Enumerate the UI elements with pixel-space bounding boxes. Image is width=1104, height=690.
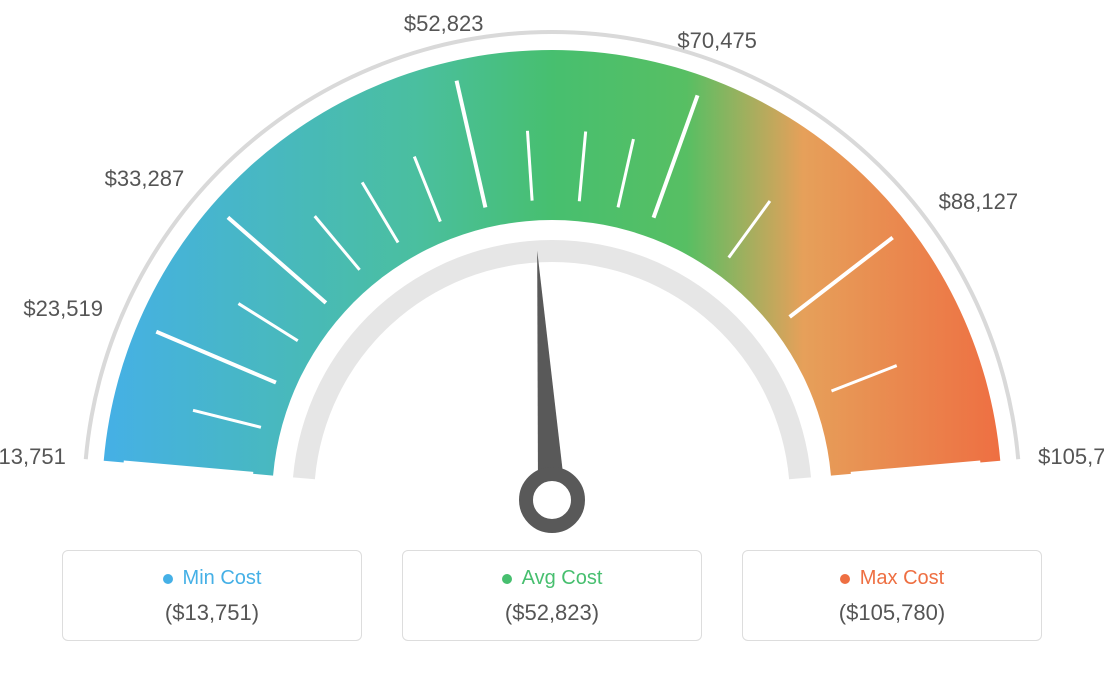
legend-card-max: Max Cost ($105,780) <box>742 550 1042 641</box>
gauge-needle <box>537 250 566 500</box>
gauge-tick-label: $105,780 <box>1038 444 1104 470</box>
legend-value-max: ($105,780) <box>743 600 1041 626</box>
gauge-svg <box>0 0 1104 540</box>
gauge-tick-label: $70,475 <box>677 28 757 54</box>
legend-label-min: Min Cost <box>183 567 262 590</box>
gauge-hub <box>526 474 578 526</box>
gauge-tick-label: $52,823 <box>404 11 484 37</box>
legend-value-avg: ($52,823) <box>403 600 701 626</box>
legend-value-min: ($13,751) <box>63 600 361 626</box>
legend-card-min: Min Cost ($13,751) <box>62 550 362 641</box>
legend-title-avg: Avg Cost <box>502 567 603 590</box>
legend-dot-min <box>163 574 173 584</box>
gauge-tick-label: $23,519 <box>23 296 103 322</box>
gauge-chart: $13,751 $23,519 $33,287 $52,823 $70,475 $88,1… <box>0 0 1104 540</box>
gauge-tick-label: $88,127 <box>939 189 1019 215</box>
gauge-tick-label: $33,287 <box>105 166 185 192</box>
legend-card-avg: Avg Cost ($52,823) <box>402 550 702 641</box>
legend-title-min: Min Cost <box>163 567 262 590</box>
legend-label-avg: Avg Cost <box>522 567 603 590</box>
legend-title-max: Max Cost <box>840 567 944 590</box>
legend-row: Min Cost ($13,751) Avg Cost ($52,823) Ma… <box>0 550 1104 641</box>
legend-label-max: Max Cost <box>860 567 944 590</box>
legend-dot-avg <box>502 574 512 584</box>
legend-dot-max <box>840 574 850 584</box>
gauge-tick-label: $13,751 <box>0 444 66 470</box>
